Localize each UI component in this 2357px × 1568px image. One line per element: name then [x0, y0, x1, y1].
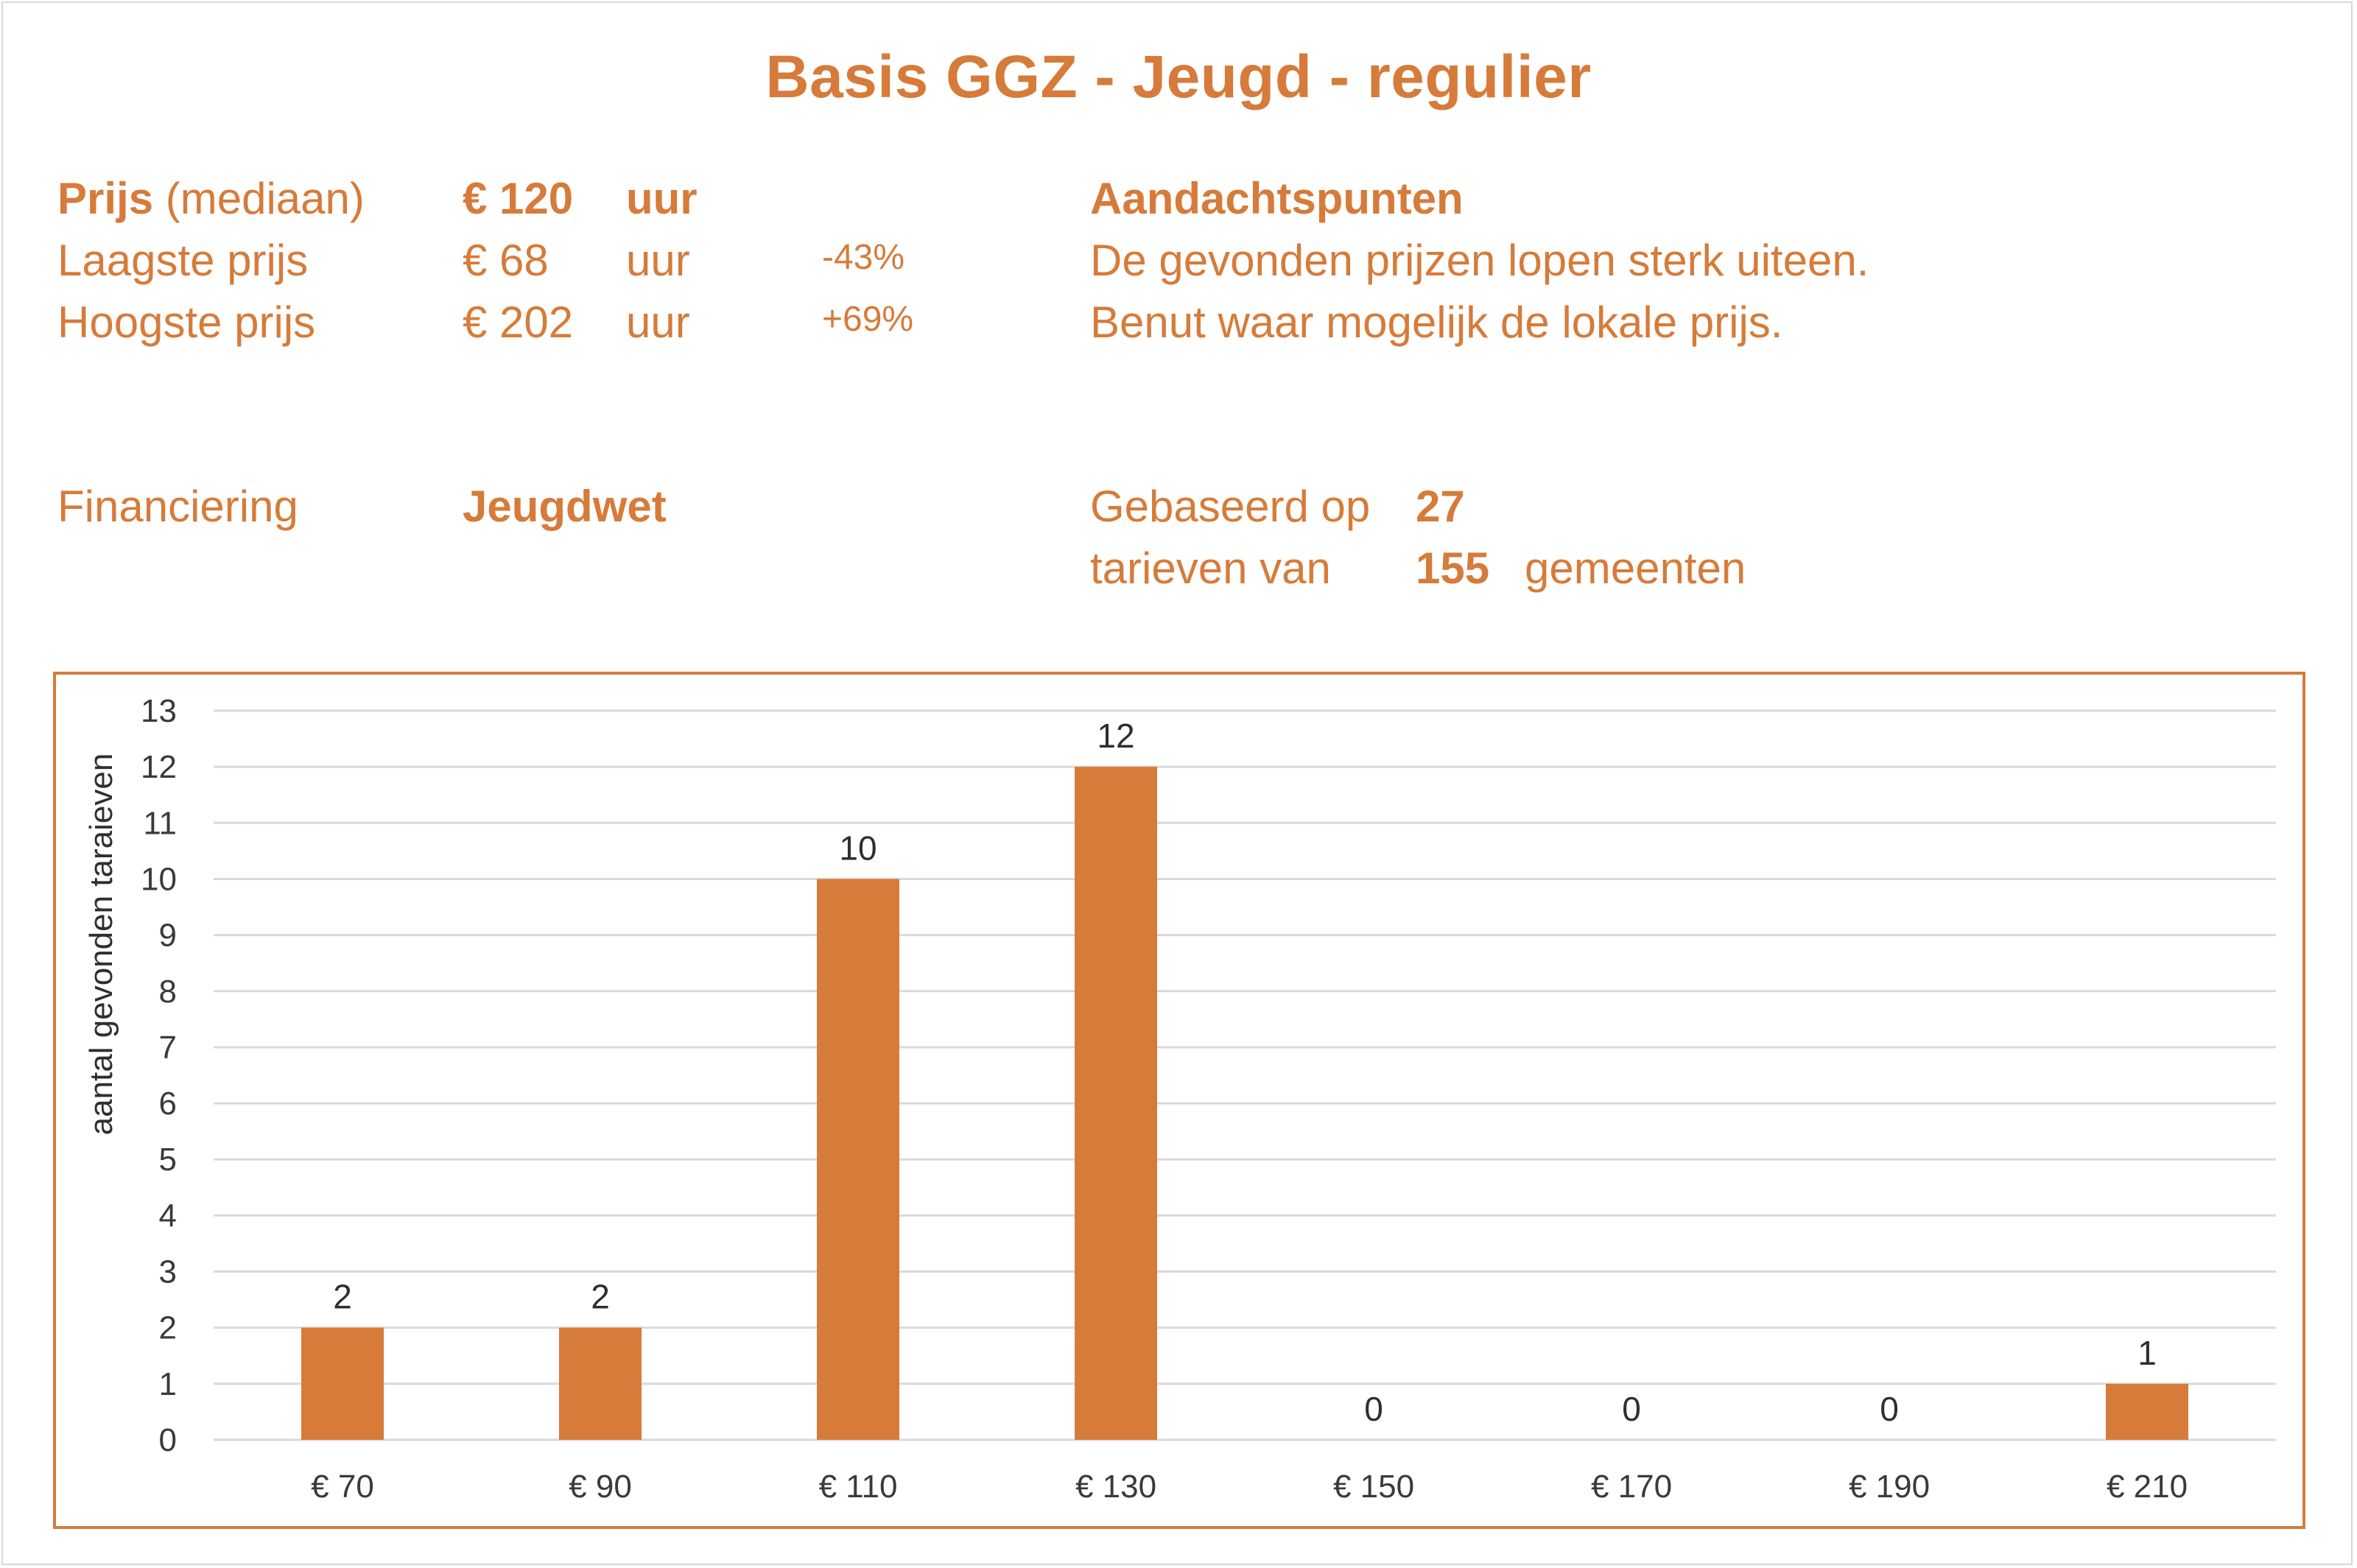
data-label: 0 [1622, 1390, 1641, 1428]
gridlines [214, 709, 2276, 1441]
y-tick-label: 13 [141, 693, 177, 729]
notes-line-1: De gevonden prijzen lopen sterk uiteen. [1090, 236, 1869, 285]
median-label-rest: (mediaan) [165, 174, 365, 223]
y-tick-label: 12 [141, 749, 177, 785]
data-label: 0 [1364, 1390, 1383, 1428]
bar [817, 879, 899, 1440]
y-tick-label: 3 [159, 1254, 177, 1290]
low-unit: uur [626, 236, 690, 285]
x-tick-label: € 130 [1075, 1469, 1156, 1505]
high-label: Hoogste prijs [57, 298, 316, 347]
y-axis-label: aantal gevonden taraieven [83, 753, 119, 1136]
notes-line-2: Benut waar mogelijk de lokale prijs. [1090, 298, 1783, 347]
y-tick-label: 8 [159, 974, 177, 1010]
x-tick-labels: € 70 € 90 € 110 € 130 € 150 € 170 € 190 € 210 [311, 1469, 2188, 1505]
bar [301, 1327, 384, 1440]
high-percentage: +69% [822, 300, 914, 339]
data-label: 2 [333, 1278, 352, 1316]
x-tick-label: € 210 [2107, 1469, 2188, 1505]
financing-value: Jeugdwet [463, 482, 667, 531]
low-value: € 68 [463, 236, 549, 285]
bars [301, 767, 2188, 1440]
basis-count: 27 [1416, 482, 1465, 531]
y-tick-label: 5 [159, 1142, 177, 1178]
low-label: Laagste prijs [57, 236, 309, 285]
chart-area [53, 672, 2305, 1529]
x-tick-label: € 90 [569, 1469, 632, 1505]
x-tick-label: € 150 [1333, 1469, 1414, 1505]
basis-text-1: Gebaseerd op [1090, 482, 1371, 531]
median-value: € 120 [463, 174, 574, 223]
y-tick-label: 9 [159, 918, 177, 954]
notes-heading: Aandachtspunten [1090, 174, 1464, 223]
high-value: € 202 [463, 298, 574, 347]
x-tick-label: € 190 [1849, 1469, 1930, 1505]
y-tick-label: 2 [159, 1310, 177, 1346]
basis-text-2: tarieven van [1090, 544, 1331, 593]
basis-municipalities-count: 155 [1416, 544, 1490, 593]
y-tick-label: 7 [159, 1030, 177, 1066]
x-tick-label: € 170 [1591, 1469, 1672, 1505]
median-label: Prijs (mediaan) [57, 177, 365, 221]
y-tick-label: 6 [159, 1086, 177, 1122]
y-tick-label: 1 [159, 1366, 177, 1402]
y-tick-label: 11 [143, 805, 177, 841]
data-label: 10 [839, 829, 877, 867]
page-title: Basis GGZ - Jeugd - regulier [765, 43, 1592, 110]
x-tick-label: € 110 [819, 1469, 898, 1505]
x-tick-label: € 70 [311, 1469, 374, 1505]
bar [1075, 767, 1157, 1440]
data-label: 0 [1880, 1390, 1899, 1428]
low-percentage: -43% [822, 238, 905, 277]
y-tick-label: 10 [141, 861, 177, 897]
y-tick-label: 0 [159, 1422, 177, 1458]
median-label-bold: Prijs [57, 174, 154, 223]
financing-label: Financiering [57, 482, 298, 531]
y-tick-label: 4 [159, 1198, 177, 1234]
median-unit: uur [626, 174, 698, 223]
data-label: 1 [2138, 1334, 2157, 1372]
data-label: 2 [591, 1278, 610, 1316]
high-unit: uur [626, 298, 690, 347]
bar [2106, 1383, 2188, 1440]
bar [559, 1327, 642, 1440]
basis-suffix: gemeenten [1525, 544, 1746, 593]
data-label: 12 [1097, 717, 1134, 755]
data-labels: 2 2 10 12 0 0 0 1 [333, 717, 2157, 1428]
